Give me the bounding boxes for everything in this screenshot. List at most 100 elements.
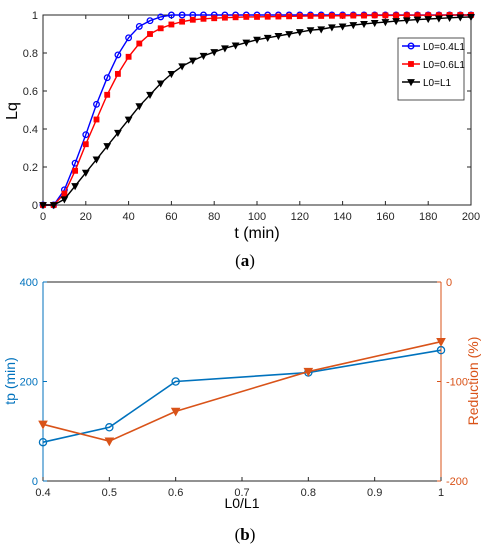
chart-a-series-2-point [360,21,368,29]
chart-a-series-1-point [114,70,121,77]
chart-a-series-1-point [318,13,325,19]
chart-b-x-tick-label: 0.4 [35,487,50,499]
chart-a-series-2-point [221,45,229,53]
chart-a: 0 20 40 60 80 100 120 140 160 180 200 0 0.2 0.4 0.6 0.8… [4,10,480,270]
chart-a-series-0-point [82,131,90,139]
chart-a-series [39,11,475,210]
chart-a-series-1-point [157,25,164,32]
chart-b-series [38,338,446,447]
chart-a-x-tick-label: 60 [165,211,177,223]
chart-a-x-tick-label: 160 [376,211,394,223]
chart-b-series-left-point [171,377,180,386]
chart-b-x-tick-label: 0.9 [367,487,382,499]
chart-a-series-1-point [189,16,196,23]
chart-b-series-line-left [42,349,442,443]
chart-a-x-tick-label: 180 [419,211,437,223]
chart-a-series-1-point [296,13,303,20]
chart-a-series-2-point [146,91,154,99]
chart-b-x-tick-label: 0.5 [102,487,117,499]
chart-b-series-left-point [38,437,48,447]
chart-a-series-1-point [350,12,357,19]
chart-a-series-2-point [199,52,208,61]
chart-a-series-2-point [167,70,176,79]
chart-a-series-2-point [39,202,47,210]
chart-b-xlabel: L0/L1 [224,495,259,511]
chart-b-ylabel-right: Reduction (%) [465,337,481,426]
chart-a-series-0-point [93,100,100,108]
chart-a-series-2-point [370,20,379,28]
chart-a-series-1-point [125,53,132,60]
chart-a-x-tick-label: 0 [40,211,46,223]
chart-a-x-tick-label: 80 [208,211,220,223]
chart-b-x-tick-label: 0.6 [168,487,183,499]
chart-a-series-1-point [328,12,335,19]
chart-a-series-1-point [104,91,111,98]
chart-a-series-1-point [371,12,378,19]
chart-a-series-2-point [392,18,400,26]
chart-b-y-tick-right-label: 0 [446,277,452,289]
chart-a-series-1-point [136,40,143,47]
chart-b-y-tick-right-label: -200 [446,476,468,488]
chart-a-series-2-point [306,27,315,35]
chart-a-series-1-point [264,13,271,20]
chart-a-series-1-point [147,31,153,37]
chart-a-series-0-point [125,34,133,42]
chart-a-series-2-point [338,23,347,31]
chart-a-series-1-point [361,12,367,19]
chart-a-series-2-point [263,34,272,42]
chart-b-y-tick-right-label: -100 [446,377,468,389]
chart-a-series-2-point [188,57,197,65]
chart-a-series-2-point [60,196,69,204]
chart-a-x-tick-label: 120 [291,211,309,223]
chart-b-ylabel-left: tp (min) [2,357,18,404]
chart-b-caption-letter: b [240,525,249,544]
chart-a-series-0-point [146,17,154,25]
chart-a-series-2-point [231,42,240,50]
chart-a-x-tick-label: 100 [248,211,266,223]
chart-a-series-1-point [93,116,100,123]
chart-b-x-tick-label: 0.8 [301,487,316,499]
chart-a-ylabel: Lq [4,102,21,120]
chart-a-series-2-point [424,16,433,24]
chart-a-series-1-point [221,14,228,21]
chart-b-series-right-point [303,367,314,377]
chart-b-series-right-point [170,407,181,417]
chart-a-y-tick-label: 0.8 [23,48,38,60]
chart-b-series-right-point [38,420,48,430]
chart-a-series-2-point [178,63,186,71]
chart-a-y-tick-label: 0.4 [23,124,38,136]
chart-a-series-0-point [135,22,143,30]
chart-b: 0.4 0.5 0.6 0.7 0.8 0.9 1 0 200 400 -200 -100 0 L0/L… [2,277,481,544]
chart-b-ticks: 0.4 0.5 0.6 0.7 0.8 0.9 1 0 200 400 -200 -100 0 [20,277,468,499]
chart-a-x-tick-label: 200 [462,211,480,223]
chart-a-series-1-point [339,12,346,19]
chart-a-series-2-point [328,24,336,32]
chart-a-series-2-point [295,29,304,37]
chart-a-series-2-point [114,129,122,137]
chart-a-series-1-point [393,12,400,19]
chart-a-series-2-point [274,32,283,41]
chart-a-series-2-point [381,19,390,27]
chart-a-series-1-point [382,12,389,19]
chart-a-legend: L0=0.4L1 L0=0.6L1 L0=L1 [397,37,465,101]
chart-a-series-1-point [211,15,218,22]
chart-b-series-left-point [105,423,114,432]
chart-b-y-tick-left-label: 400 [20,277,38,289]
chart-a-series-2-point [124,116,133,124]
chart-a-series-0-point [114,51,122,59]
chart-b-caption-close: ) [250,525,256,544]
chart-a-series-1-point [243,13,250,20]
chart-a-y-tick-label: 0.2 [23,162,38,174]
chart-b-y-tick-left-label: 0 [32,476,38,488]
chart-a-series-0-point [103,74,111,82]
chart-b-x-tick-label: 0.7 [234,487,249,499]
chart-a-xlabel: t (min) [234,225,279,242]
chart-a-legend-marker [407,42,415,50]
chart-a-series-1-point [254,13,260,20]
chart-a-series-1-point [168,21,175,28]
chart-a-series-1-point [403,12,410,19]
chart-b-caption-open: ( [235,525,241,544]
chart-b-series-right-point [104,437,115,447]
chart-a-caption-letter: a [241,251,250,270]
